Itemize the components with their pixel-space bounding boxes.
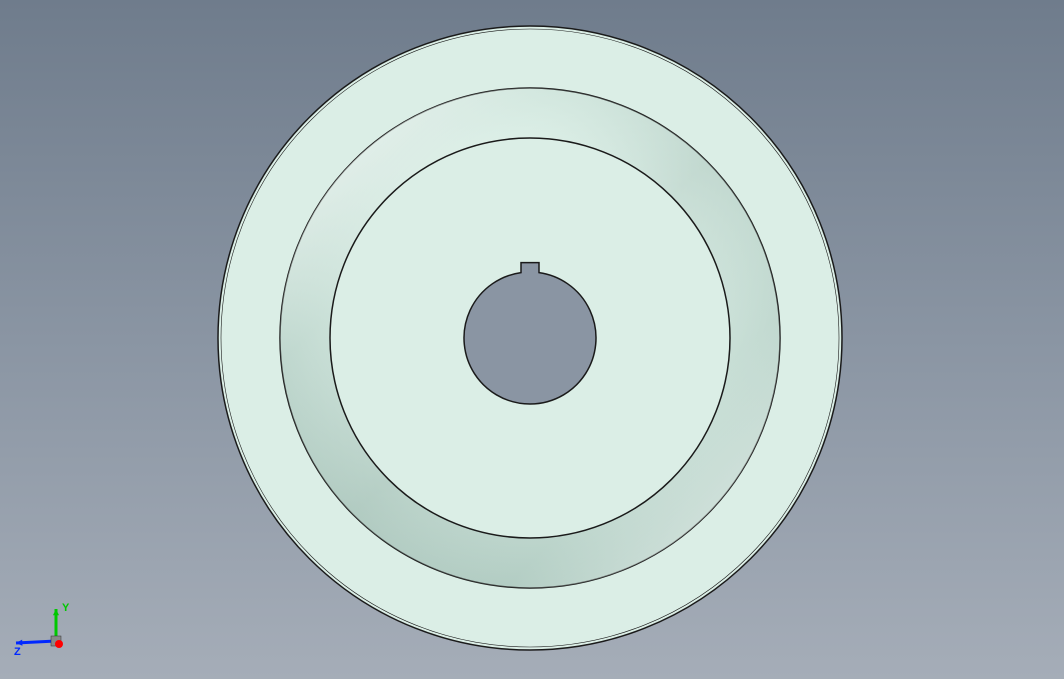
axis-triad: YZ [12,587,92,667]
model-canvas [0,0,1064,679]
pulley-model [218,26,842,650]
cad-viewport[interactable]: YZ [0,0,1064,679]
svg-text:Z: Z [14,646,21,658]
svg-text:Y: Y [62,602,70,614]
